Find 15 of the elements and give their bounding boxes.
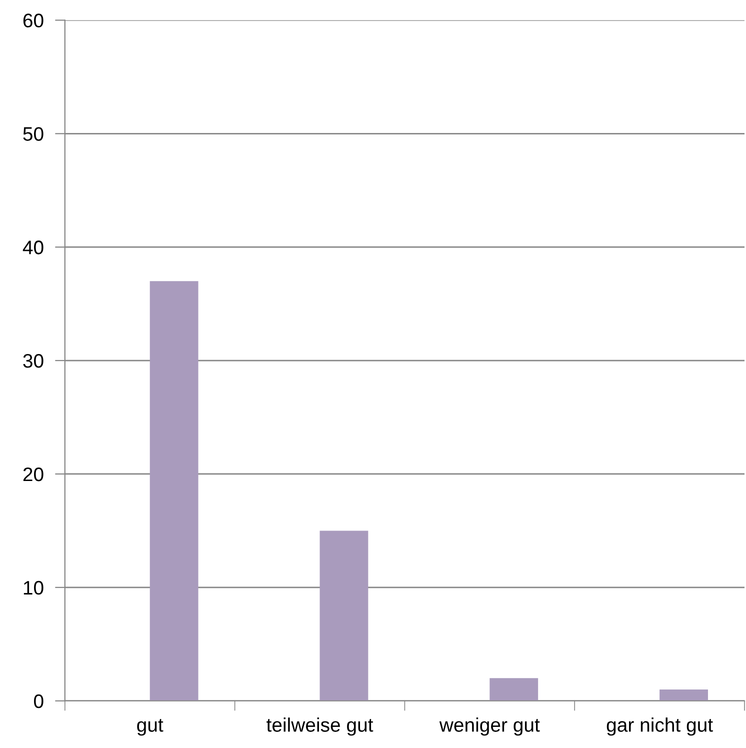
bar	[660, 690, 708, 701]
y-tick-label: 0	[34, 694, 44, 708]
bar	[150, 281, 198, 701]
y-tick-label: 40	[22, 240, 44, 254]
bar	[320, 530, 368, 701]
y-tick-label: 30	[23, 354, 44, 368]
y-tick-label: 10	[24, 580, 44, 595]
x-tick-label: weniger gut	[439, 718, 540, 736]
y-tick-label: 20	[23, 467, 44, 482]
bar	[490, 678, 538, 701]
y-tick-label: 60	[23, 14, 44, 28]
y-tick-label: 50	[23, 127, 44, 141]
x-tick-label: teilweise gut	[266, 718, 374, 736]
x-tick-label: gar nicht gut	[606, 718, 713, 736]
x-tick-label: gut	[137, 719, 164, 736]
